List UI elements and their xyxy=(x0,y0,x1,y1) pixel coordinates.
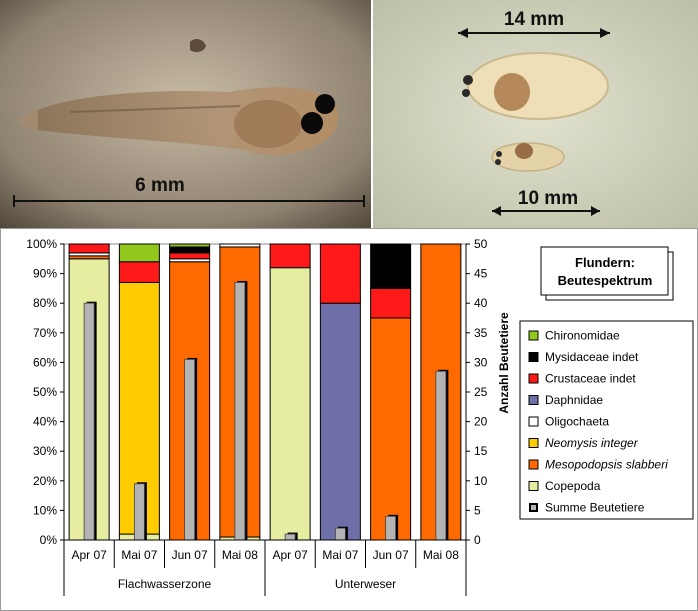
left-tick-label: 20% xyxy=(33,474,57,488)
left-tick-label: 30% xyxy=(33,444,57,458)
chart-title-line1: Flundern: xyxy=(575,255,635,270)
left-tick-label: 50% xyxy=(33,385,57,399)
right-axis-label: Anzahl Beutetiere xyxy=(497,312,511,414)
summe-bar xyxy=(83,302,95,541)
right-tick-label: 10 xyxy=(474,474,488,488)
bar-segment xyxy=(370,317,412,541)
legend-label: Daphnidae xyxy=(545,393,603,407)
category-label: Jun 07 xyxy=(172,548,208,562)
bar-segment xyxy=(269,243,311,269)
right-tick-label: 20 xyxy=(474,415,488,429)
category-label: Apr 07 xyxy=(272,548,308,562)
summe-bar xyxy=(435,370,447,541)
legend-swatch xyxy=(528,459,539,470)
legend-swatch xyxy=(528,330,539,341)
legend-label: Mysidaceae indet xyxy=(545,350,639,364)
group-label: Flachwasserzone xyxy=(118,577,212,591)
bar-segment xyxy=(319,243,361,304)
bar-segment xyxy=(169,252,211,260)
group-label: Unterweser xyxy=(335,577,396,591)
bar-segment xyxy=(68,243,110,254)
category-label: Mai 08 xyxy=(222,548,258,562)
right-bottom-scale-label: 10 mm xyxy=(518,188,578,209)
legend-swatch xyxy=(528,373,539,384)
legend-swatch xyxy=(528,481,539,491)
left-axis: 0% 10% 20% 30% 40% 50% 60% 70% 80% 90% 100% xyxy=(26,237,65,547)
category-label: Mai 07 xyxy=(121,548,157,562)
left-tick-label: 0% xyxy=(40,533,58,547)
x-axis: Apr 07 Mai 07 Jun 07 Mai 08 Apr 07 Mai 07 Jun … xyxy=(63,539,467,596)
right-axis: 0 5 10 15 20 25 30 35 40 45 50 xyxy=(465,237,488,547)
legend-label: Copepoda xyxy=(545,479,601,493)
left-tick-label: 70% xyxy=(33,326,57,340)
legend-label: Oligochaeta xyxy=(545,415,609,429)
legend-label: Neomysis integer xyxy=(545,436,639,450)
right-tick-label: 45 xyxy=(474,267,488,281)
flounder-photo: 14 mm 10 mm xyxy=(373,0,698,228)
prey-photo-panel: 6 mm 14 mm 10 mm xyxy=(0,0,698,228)
bar-segment xyxy=(169,246,211,254)
right-tick-label: 30 xyxy=(474,355,488,369)
legend-label: Crustaceae indet xyxy=(545,372,636,386)
legend-swatch xyxy=(528,416,539,427)
right-tick-label: 15 xyxy=(474,444,488,458)
legend-swatch xyxy=(528,438,539,448)
larva-eye xyxy=(315,94,335,114)
right-tick-label: 0 xyxy=(474,533,481,547)
larva-photo: 6 mm xyxy=(0,0,372,228)
legend-swatch xyxy=(528,395,539,405)
chart-title-line2: Beutespektrum xyxy=(558,273,653,288)
left-tick-label: 40% xyxy=(33,415,57,429)
left-tick-label: 60% xyxy=(33,355,57,369)
legend-swatch-inner xyxy=(531,505,536,510)
left-tick-label: 100% xyxy=(26,237,57,251)
right-tick-label: 50 xyxy=(474,237,488,251)
category-label: Jun 07 xyxy=(373,548,409,562)
bar-segment xyxy=(118,243,160,263)
category-label: Apr 07 xyxy=(71,548,107,562)
prey-spectrum-chart: 0% 10% 20% 30% 40% 50% 60% 70% 80% 90% 100% 0 5 10 15… xyxy=(0,228,698,611)
summe-bar xyxy=(133,483,145,541)
legend-label: Summe Beutetiere xyxy=(545,501,645,515)
left-tick-label: 80% xyxy=(33,296,57,310)
chart-title-box: Flundern: Beutespektrum xyxy=(540,246,674,301)
legend-swatch xyxy=(528,352,539,362)
category-label: Mai 08 xyxy=(423,548,459,562)
bar-segment xyxy=(169,243,211,248)
right-tick-label: 40 xyxy=(474,296,488,310)
right-tick-label: 35 xyxy=(474,326,488,340)
left-tick-label: 10% xyxy=(33,503,57,517)
legend: Chironomidae Mysidaceae indet Crustaceae i… xyxy=(519,320,694,520)
bar-segment xyxy=(370,287,412,319)
bar-segment xyxy=(319,302,361,541)
right-top-scale-label: 14 mm xyxy=(504,9,564,30)
bar-segment xyxy=(269,267,311,541)
legend-label: Chironomidae xyxy=(545,329,620,343)
legend-label: Mesopodopsis slabberi xyxy=(545,458,668,472)
summe-bar xyxy=(184,359,196,541)
left-tick-label: 90% xyxy=(33,267,57,281)
summe-bar xyxy=(234,282,246,541)
right-tick-label: 25 xyxy=(474,385,488,399)
right-tick-label: 5 xyxy=(474,503,481,517)
summe-bar xyxy=(385,515,397,541)
left-scale-label: 6 mm xyxy=(135,175,185,196)
summe-bar xyxy=(284,533,296,541)
summe-bar xyxy=(334,527,346,541)
bar-segment xyxy=(118,261,160,283)
bar-segment xyxy=(219,243,261,248)
category-label: Mai 07 xyxy=(322,548,358,562)
bar-segment xyxy=(370,243,412,289)
large-flounder xyxy=(467,52,609,120)
